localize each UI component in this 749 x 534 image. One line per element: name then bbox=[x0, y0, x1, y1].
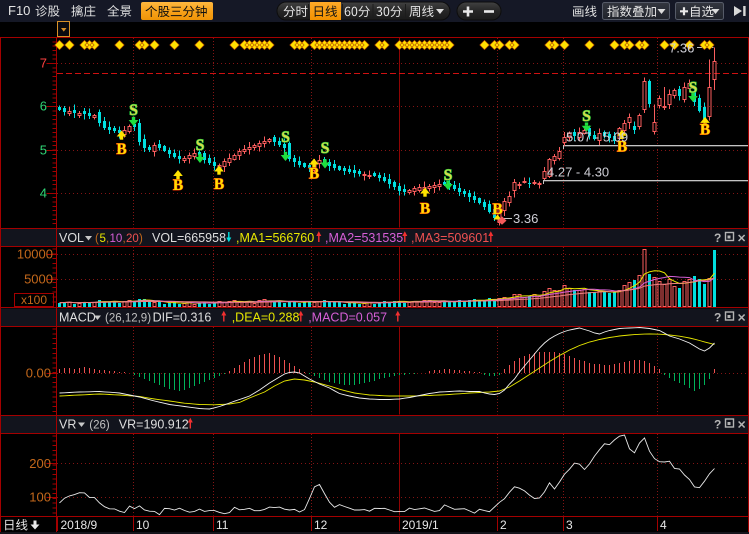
svg-text:S: S bbox=[281, 129, 290, 146]
svg-text:2: 2 bbox=[500, 518, 507, 532]
svg-text:,: , bbox=[123, 233, 126, 245]
svg-text:6: 6 bbox=[40, 99, 47, 114]
svg-text:(26): (26) bbox=[89, 420, 110, 432]
svg-text:VOL: VOL bbox=[59, 231, 84, 245]
svg-text:S: S bbox=[689, 79, 698, 96]
svg-text:✕: ✕ bbox=[737, 313, 746, 325]
svg-text:3.36: 3.36 bbox=[513, 211, 538, 226]
svg-text:100: 100 bbox=[29, 490, 51, 505]
svg-text:): ) bbox=[139, 233, 143, 245]
svg-text:10: 10 bbox=[136, 518, 150, 532]
svg-text:VOL=665958: VOL=665958 bbox=[152, 231, 226, 245]
svg-text:?: ? bbox=[714, 311, 721, 325]
svg-text:B: B bbox=[309, 166, 319, 183]
svg-text:,: , bbox=[106, 233, 109, 245]
svg-text:S: S bbox=[444, 167, 453, 184]
svg-text:x100: x100 bbox=[21, 293, 47, 307]
svg-text:11: 11 bbox=[216, 518, 229, 532]
svg-text:,MA1=566760: ,MA1=566760 bbox=[236, 231, 314, 245]
svg-text:VR=190.912: VR=190.912 bbox=[119, 418, 189, 432]
svg-text:S: S bbox=[196, 137, 205, 154]
svg-text:5: 5 bbox=[100, 233, 106, 245]
svg-text:,MA2=531535: ,MA2=531535 bbox=[325, 231, 403, 245]
svg-text:VR: VR bbox=[59, 418, 76, 432]
svg-text:0.00: 0.00 bbox=[26, 366, 51, 381]
svg-text:S: S bbox=[582, 108, 591, 125]
svg-text:5000: 5000 bbox=[24, 272, 53, 287]
svg-text:B: B bbox=[214, 176, 224, 193]
svg-text:,MA3=509601: ,MA3=509601 bbox=[411, 231, 489, 245]
svg-text:2019/1: 2019/1 bbox=[402, 518, 439, 532]
svg-text:?: ? bbox=[714, 418, 721, 432]
svg-text:10: 10 bbox=[110, 233, 123, 245]
svg-text:MACD: MACD bbox=[59, 311, 96, 325]
svg-text:5: 5 bbox=[40, 143, 47, 158]
svg-text:7.36: 7.36 bbox=[669, 41, 694, 56]
svg-text:(26,12,9): (26,12,9) bbox=[105, 313, 151, 325]
svg-text:7: 7 bbox=[40, 56, 47, 71]
svg-text:20: 20 bbox=[126, 233, 139, 245]
svg-text:12: 12 bbox=[314, 518, 328, 532]
svg-text:4.27 - 4.30: 4.27 - 4.30 bbox=[547, 165, 609, 180]
svg-text:,MACD=0.057: ,MACD=0.057 bbox=[308, 311, 387, 325]
svg-text:S: S bbox=[129, 102, 138, 119]
svg-text:B: B bbox=[617, 139, 627, 156]
svg-text:(: ( bbox=[95, 233, 99, 245]
svg-text:,DEA=0.288: ,DEA=0.288 bbox=[232, 311, 300, 325]
svg-text:5.07 - 5.09: 5.07 - 5.09 bbox=[566, 130, 628, 145]
svg-text:B: B bbox=[173, 177, 183, 194]
svg-text:S: S bbox=[321, 140, 330, 157]
svg-text:B: B bbox=[116, 141, 126, 158]
svg-text:✕: ✕ bbox=[737, 233, 746, 245]
svg-text:10000: 10000 bbox=[17, 247, 53, 262]
svg-text:B: B bbox=[420, 201, 430, 218]
svg-text:3: 3 bbox=[566, 518, 573, 532]
svg-text:2018/9: 2018/9 bbox=[61, 518, 98, 532]
svg-text:4: 4 bbox=[40, 186, 47, 201]
svg-text:200: 200 bbox=[29, 456, 51, 471]
svg-text:?: ? bbox=[714, 231, 721, 245]
svg-text:F10: F10 bbox=[8, 3, 30, 18]
svg-text:4: 4 bbox=[660, 518, 667, 532]
svg-text:B: B bbox=[492, 201, 502, 218]
svg-text:✕: ✕ bbox=[737, 420, 746, 432]
svg-text:B: B bbox=[700, 122, 710, 139]
svg-text:DIF=0.316: DIF=0.316 bbox=[153, 311, 212, 325]
